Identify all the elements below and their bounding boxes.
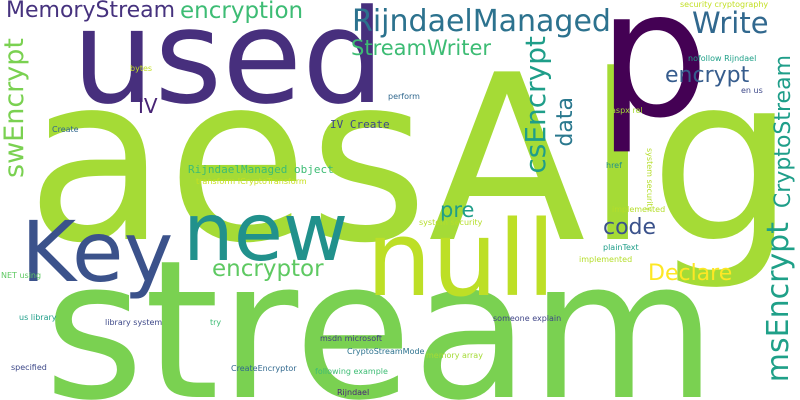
word-specified: CryptoStreamMode <box>347 347 425 356</box>
word-iv-create: IV Create <box>330 118 390 131</box>
word-declare: Declare <box>648 261 733 286</box>
word-en-us: en us <box>741 86 763 95</box>
word-implemented-vert: implemented <box>612 205 666 214</box>
word-encrypt: encrypt <box>665 63 750 88</box>
word-createencryptor: memory array <box>426 351 483 360</box>
word-following-example: specified <box>11 363 47 372</box>
word-swencrypt: swEncrypt <box>0 38 30 178</box>
word-security-cryptography: security cryptography <box>680 0 769 9</box>
word-code: code <box>603 215 657 240</box>
word-nofollow-rijndael: nofollow Rijndael <box>688 54 757 63</box>
word-create: Create <box>52 125 79 134</box>
word-us-library: implemented <box>579 255 633 264</box>
word-stream: stream <box>44 220 717 400</box>
word-streamwriter: StreamWriter <box>351 36 492 60</box>
word-cryptostream: CryptoStream <box>771 55 796 209</box>
word-cryptostreammode: someone explain <box>493 314 562 323</box>
word-memory-array: msdn microsoft <box>320 334 382 343</box>
word-rijndaelmanaged: RijndaelManaged <box>352 4 611 39</box>
word-perform: perform <box>388 92 420 101</box>
word-pre: pre <box>440 198 475 222</box>
word-new: new <box>183 186 349 279</box>
word-msdn-microsoft: try <box>210 318 222 327</box>
word-bytes: bytes <box>130 64 153 73</box>
word-rel-nofollow: Rijndael <box>337 388 370 397</box>
word-memorystream: MemoryStream <box>6 0 176 23</box>
word-try: us library <box>19 313 57 322</box>
word-library-system: NET using <box>1 271 42 280</box>
word-someone-explain: library system <box>105 318 163 327</box>
word-write: Write <box>692 6 769 40</box>
word-href: href <box>606 161 622 170</box>
word-data: data <box>553 97 578 147</box>
word-algorithm: following example <box>315 367 388 376</box>
word-p: p <box>598 0 710 157</box>
word-system-security-vert: system security <box>645 148 654 212</box>
word-used: used <box>72 0 385 133</box>
word-aesalg: aesAlg <box>26 27 796 294</box>
word-rijndaelmanaged-object: RijndaelManaged object <box>188 163 334 176</box>
word-csencrypt: csEncrypt <box>519 36 552 174</box>
word-null: null <box>366 198 556 320</box>
word-plaintext: system security <box>419 218 483 227</box>
word-key: Key <box>21 203 174 301</box>
word-msencrypt: msEncrypt <box>761 222 796 383</box>
word-iv: IV <box>138 94 158 118</box>
word-net-using: plainText <box>603 243 639 252</box>
word-rijndael: CreateEncryptor <box>231 364 297 373</box>
word-encryption: encryption <box>180 0 304 24</box>
word-aspx-rel: aspx rel <box>611 106 643 115</box>
word-encryptor: encryptor <box>212 256 324 282</box>
word-transform-icryptotransform: transform ICryptoTransform <box>196 177 307 186</box>
